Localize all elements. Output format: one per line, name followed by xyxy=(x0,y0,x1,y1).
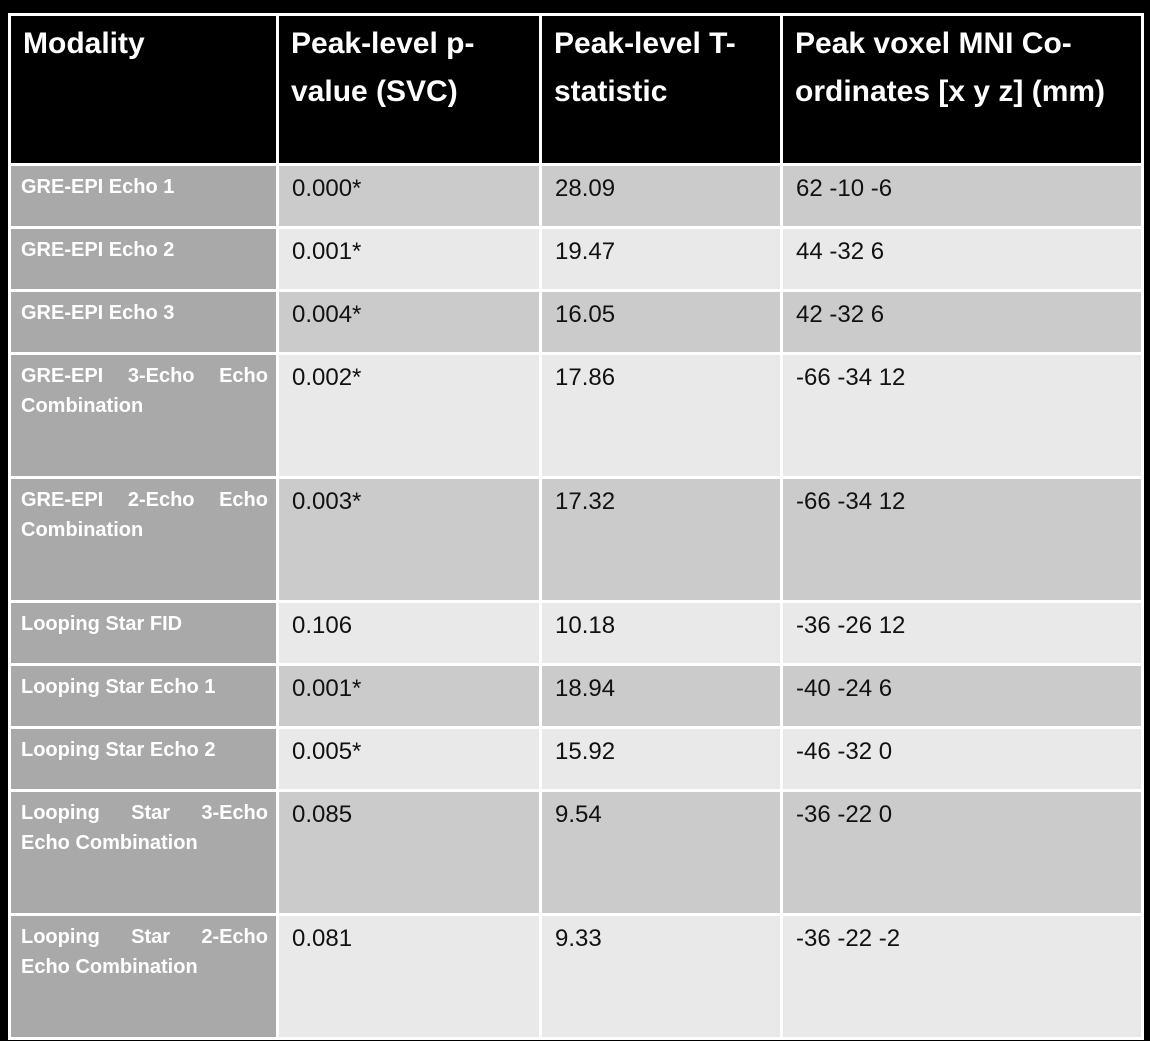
table-row: Looping Star 3-Echo Echo Combination 0.0… xyxy=(11,792,1141,913)
coordinates-cell: 42 -32 6 xyxy=(783,292,1141,352)
table-row: Looping Star FID 0.106 10.18 -36 -26 12 xyxy=(11,603,1141,663)
coordinates-cell: 62 -10 -6 xyxy=(783,166,1141,226)
t-statistic-cell: 15.92 xyxy=(542,729,780,789)
column-header-modality: Modality xyxy=(11,16,276,163)
p-value-cell: 0.085 xyxy=(279,792,539,913)
p-value-cell: 0.001* xyxy=(279,229,539,289)
p-value-cell: 0.106 xyxy=(279,603,539,663)
modality-cell: Looping Star 2-Echo Echo Combination xyxy=(11,916,276,1037)
modality-cell: Looping Star FID xyxy=(11,603,276,663)
p-value-cell: 0.002* xyxy=(279,355,539,476)
t-statistic-cell: 9.33 xyxy=(542,916,780,1037)
p-value-cell: 0.004* xyxy=(279,292,539,352)
t-statistic-cell: 18.94 xyxy=(542,666,780,726)
t-statistic-cell: 28.09 xyxy=(542,166,780,226)
p-value-cell: 0.001* xyxy=(279,666,539,726)
table-row: Looping Star 2-Echo Echo Combination 0.0… xyxy=(11,916,1141,1037)
coordinates-cell: -66 -34 12 xyxy=(783,355,1141,476)
table-row: GRE-EPI 3-Echo Echo Combination 0.002* 1… xyxy=(11,355,1141,476)
coordinates-cell: -36 -26 12 xyxy=(783,603,1141,663)
coordinates-cell: 44 -32 6 xyxy=(783,229,1141,289)
t-statistic-cell: 10.18 xyxy=(542,603,780,663)
modality-cell: GRE-EPI 2-Echo Echo Combination xyxy=(11,479,276,600)
p-value-cell: 0.081 xyxy=(279,916,539,1037)
coordinates-cell: -66 -34 12 xyxy=(783,479,1141,600)
table-row: GRE-EPI 2-Echo Echo Combination 0.003* 1… xyxy=(11,479,1141,600)
results-table: Modality Peak-level p-value (SVC) Peak-l… xyxy=(8,13,1144,1040)
column-header-t-statistic: Peak-level T-statistic xyxy=(542,16,780,163)
modality-cell: GRE-EPI Echo 2 xyxy=(11,229,276,289)
table-row: Looping Star Echo 1 0.001* 18.94 -40 -24… xyxy=(11,666,1141,726)
coordinates-cell: -36 -22 0 xyxy=(783,792,1141,913)
modality-cell: Looping Star Echo 1 xyxy=(11,666,276,726)
t-statistic-cell: 17.86 xyxy=(542,355,780,476)
modality-cell: GRE-EPI Echo 1 xyxy=(11,166,276,226)
column-header-p-value: Peak-level p-value (SVC) xyxy=(279,16,539,163)
modality-cell: Looping Star 3-Echo Echo Combination xyxy=(11,792,276,913)
coordinates-cell: -40 -24 6 xyxy=(783,666,1141,726)
table-row: Looping Star Echo 2 0.005* 15.92 -46 -32… xyxy=(11,729,1141,789)
p-value-cell: 0.003* xyxy=(279,479,539,600)
table-row: GRE-EPI Echo 1 0.000* 28.09 62 -10 -6 xyxy=(11,166,1141,226)
header-row: Modality Peak-level p-value (SVC) Peak-l… xyxy=(11,16,1141,163)
column-header-coordinates: Peak voxel MNI Co-ordinates [x y z] (mm) xyxy=(783,16,1141,163)
modality-cell: Looping Star Echo 2 xyxy=(11,729,276,789)
table-body: GRE-EPI Echo 1 0.000* 28.09 62 -10 -6 GR… xyxy=(11,166,1141,1037)
t-statistic-cell: 16.05 xyxy=(542,292,780,352)
table-row: GRE-EPI Echo 2 0.001* 19.47 44 -32 6 xyxy=(11,229,1141,289)
table-row: GRE-EPI Echo 3 0.004* 16.05 42 -32 6 xyxy=(11,292,1141,352)
modality-cell: GRE-EPI 3-Echo Echo Combination xyxy=(11,355,276,476)
p-value-cell: 0.005* xyxy=(279,729,539,789)
coordinates-cell: -46 -32 0 xyxy=(783,729,1141,789)
coordinates-cell: -36 -22 -2 xyxy=(783,916,1141,1037)
t-statistic-cell: 9.54 xyxy=(542,792,780,913)
t-statistic-cell: 19.47 xyxy=(542,229,780,289)
t-statistic-cell: 17.32 xyxy=(542,479,780,600)
modality-cell: GRE-EPI Echo 3 xyxy=(11,292,276,352)
p-value-cell: 0.000* xyxy=(279,166,539,226)
table-header: Modality Peak-level p-value (SVC) Peak-l… xyxy=(11,16,1141,163)
